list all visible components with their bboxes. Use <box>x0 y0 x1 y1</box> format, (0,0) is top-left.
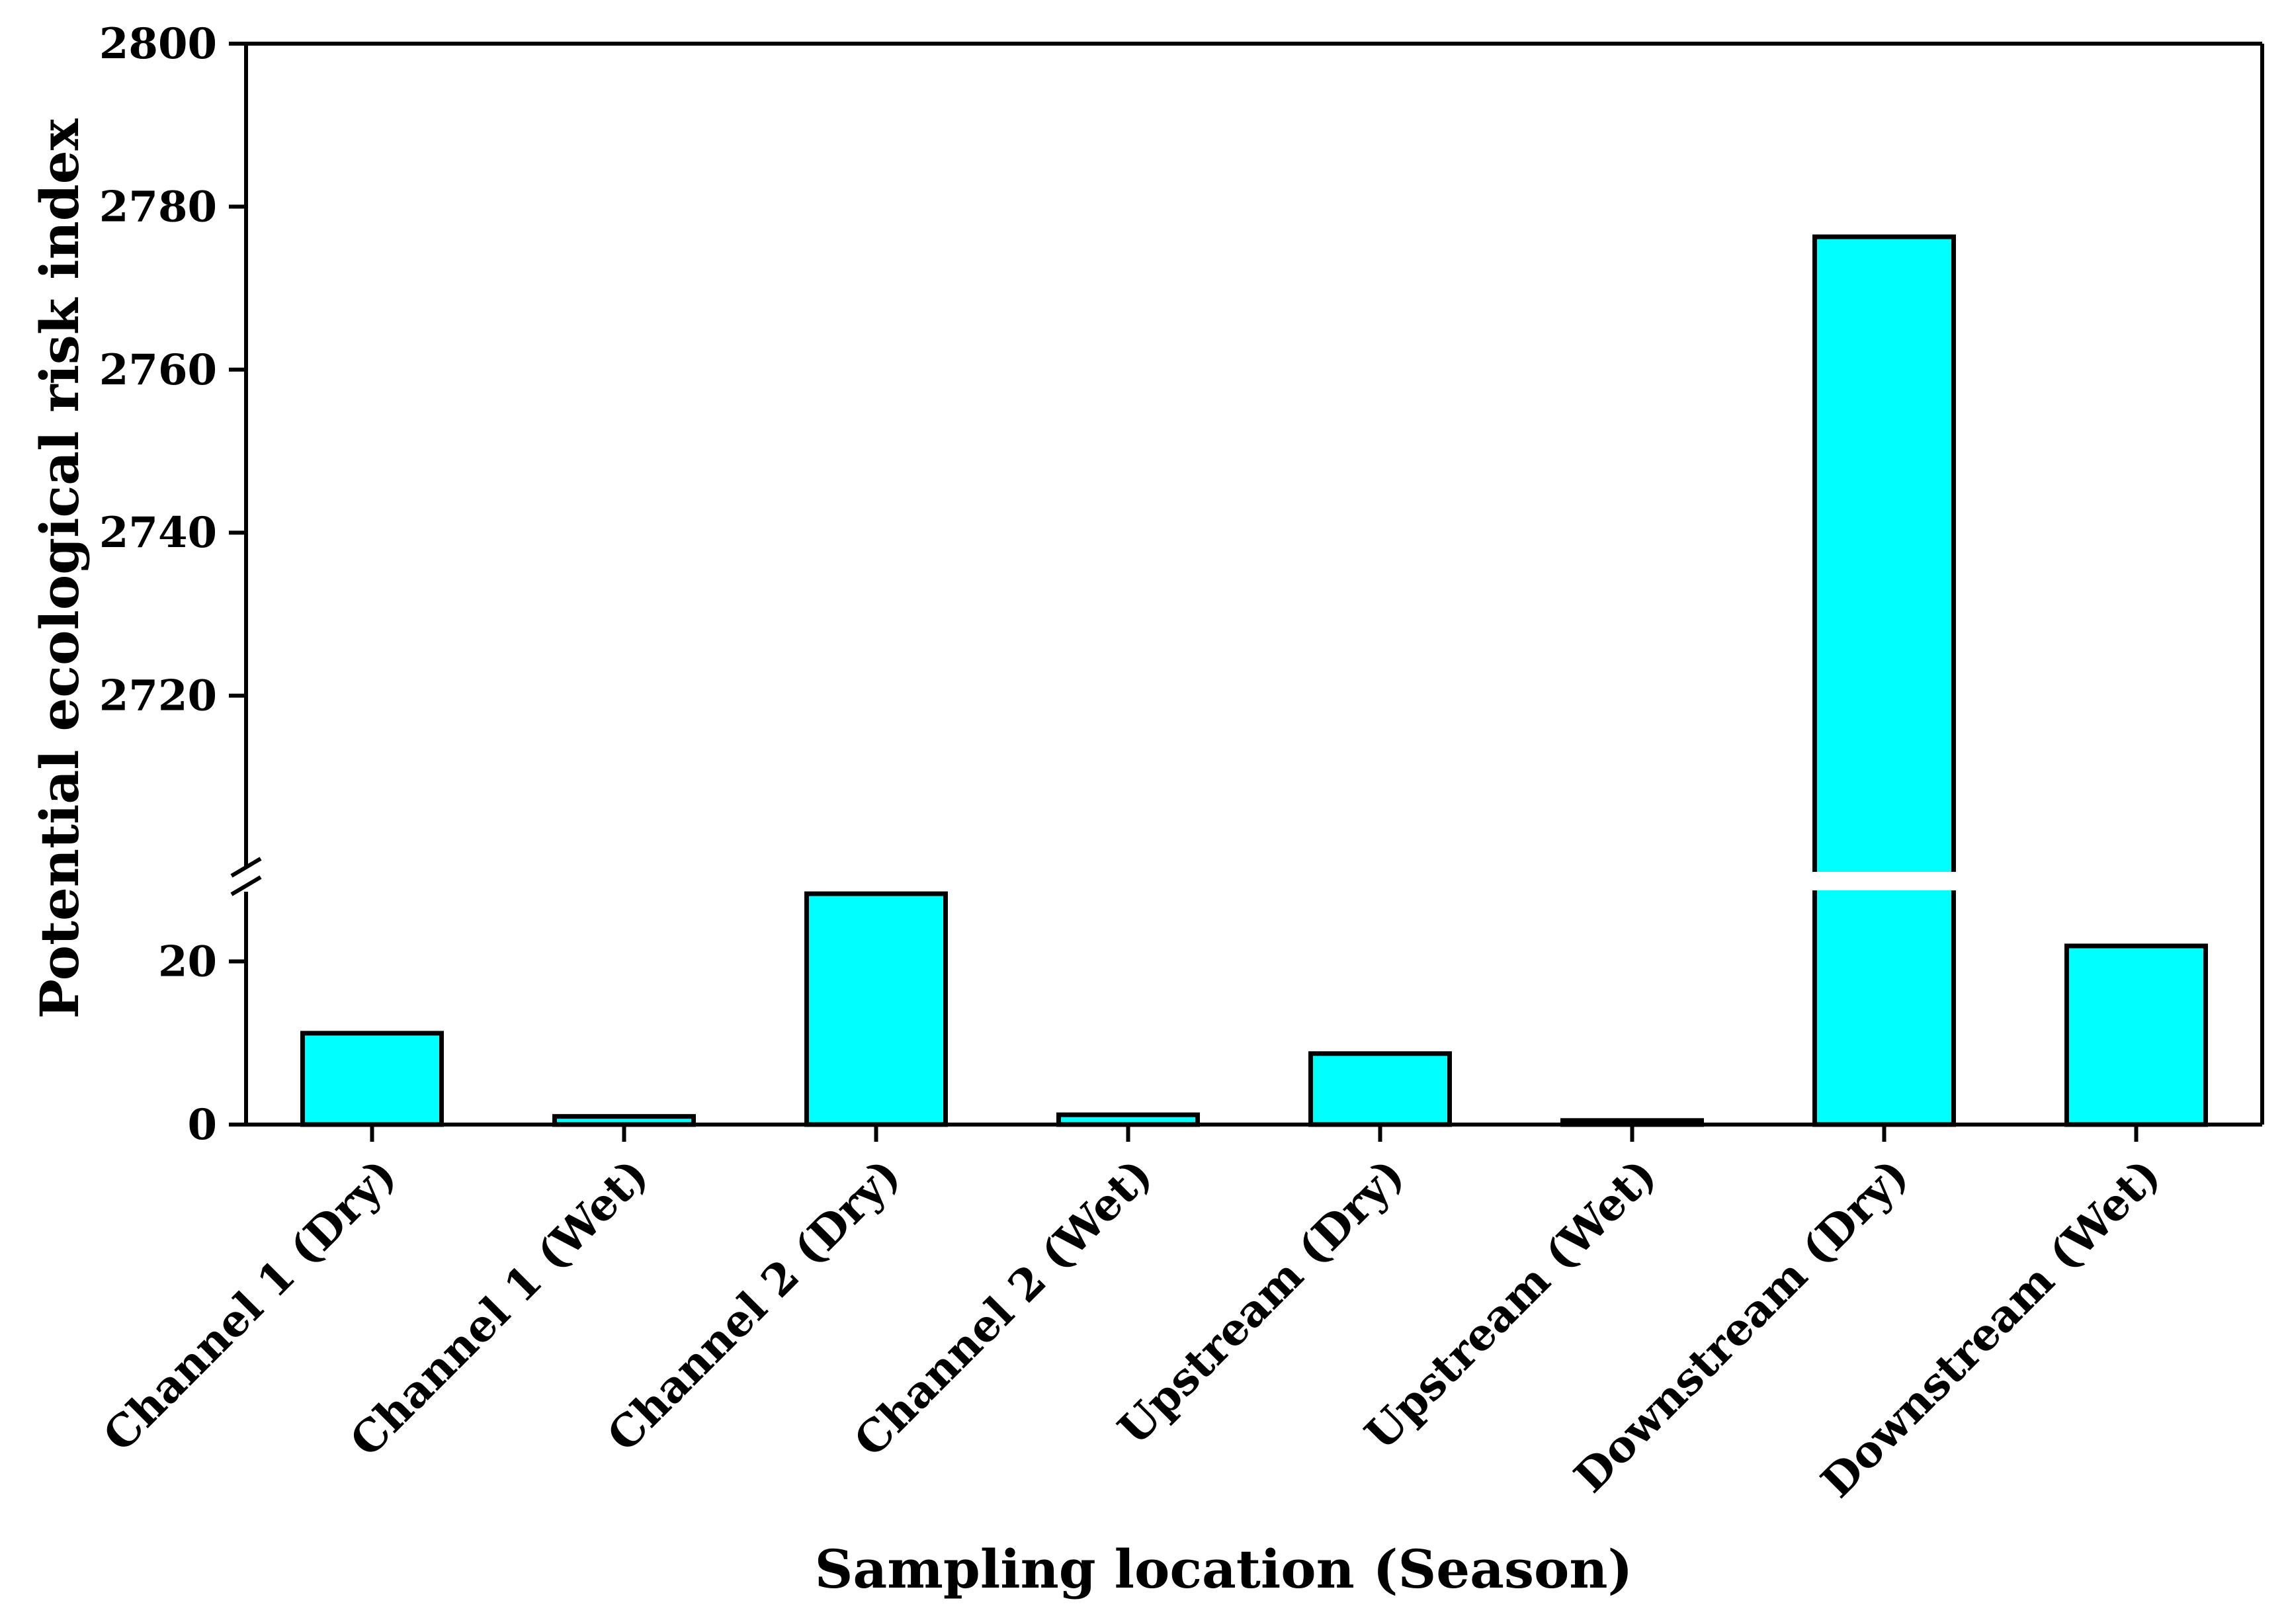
y-tick-label-20: 20 <box>158 937 217 986</box>
y-tick-label-2800: 2800 <box>99 19 217 69</box>
x-axis-title: Sampling location (Season) <box>815 1538 1633 1600</box>
y-tick-label-2740: 2740 <box>99 508 217 558</box>
bar-1 <box>300 1031 444 1127</box>
y-tick-label-2780: 2780 <box>99 182 217 232</box>
ticks-layer <box>229 42 2139 1142</box>
y-tick-label-2720: 2720 <box>99 671 217 721</box>
axes-layer <box>230 42 2264 1127</box>
bar-5 <box>1308 1051 1452 1127</box>
bar-break-gap-7 <box>1810 872 1958 890</box>
y-axis-title: Potential ecological risk index <box>28 118 91 1019</box>
y-tick-label-0: 0 <box>187 1100 217 1150</box>
bar-3 <box>804 891 948 1127</box>
bars-layer <box>300 234 2208 1127</box>
x-tick-label-5: Upstream (Dry) <box>1108 1148 1414 1455</box>
y-tick-label-2760: 2760 <box>99 345 217 395</box>
y-axis-break-mark <box>230 857 262 896</box>
bar-8 <box>2064 943 2208 1127</box>
bar-7 <box>1812 234 1956 1127</box>
